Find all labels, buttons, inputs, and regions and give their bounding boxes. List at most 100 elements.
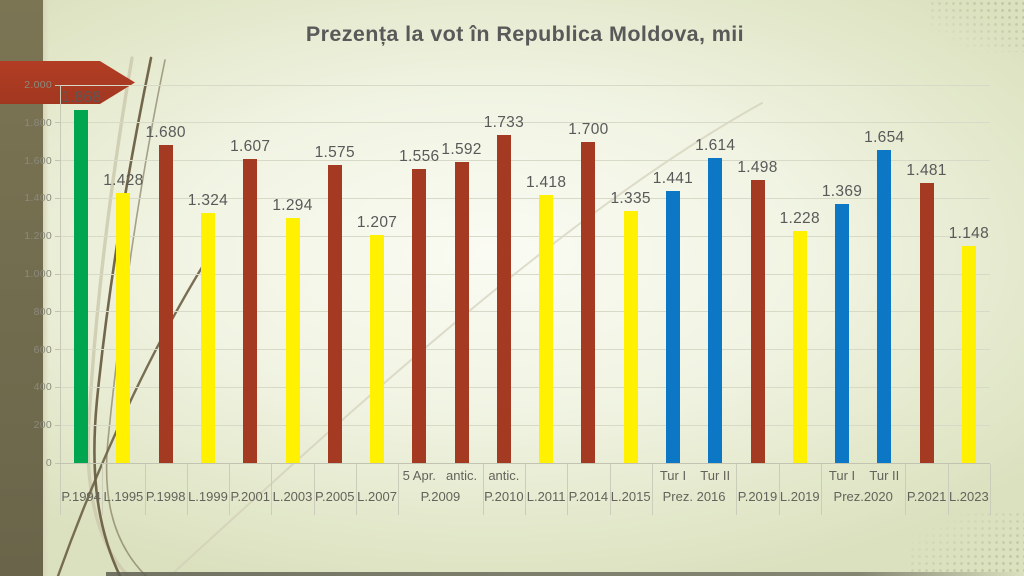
- x-axis-sub-label: Tur II: [869, 468, 900, 483]
- x-axis-sub-label: Tur II: [700, 468, 731, 483]
- x-axis-group-label: L.2007: [357, 489, 397, 504]
- category-separator: [271, 464, 273, 515]
- gridline: [60, 122, 990, 124]
- y-axis-tick: [55, 197, 60, 199]
- bar-Prez.2020-TurI[interactable]: [835, 204, 850, 463]
- gridline: [60, 349, 990, 351]
- category-separator: [778, 464, 780, 515]
- category-separator: [144, 464, 146, 515]
- bar-P.1994[interactable]: [74, 109, 89, 463]
- bar-L.2019[interactable]: [792, 230, 807, 463]
- gridline: [60, 235, 990, 237]
- y-axis-tick-label: 1.000: [24, 268, 52, 280]
- y-axis-tick-label: 400: [33, 381, 52, 394]
- category-separator: [60, 464, 61, 515]
- category-separator: [947, 464, 949, 515]
- gridline: [60, 273, 990, 275]
- y-axis-tick-label: 1.800: [24, 116, 52, 129]
- bar-value-label: 1.324: [187, 191, 229, 209]
- category-separator: [229, 464, 231, 515]
- category-separator: [398, 464, 400, 515]
- x-axis-group-label: P.1998: [145, 489, 186, 504]
- x-axis-sub-label: 5 Apr.: [402, 468, 436, 483]
- bar-P.2001[interactable]: [243, 159, 258, 463]
- x-axis-line: [60, 463, 990, 464]
- bar-L.1995[interactable]: [116, 193, 131, 463]
- bar-value-label: 1.607: [230, 138, 271, 156]
- y-axis-tick: [55, 235, 60, 237]
- y-axis-tick: [55, 462, 60, 464]
- bar-value-label: 1.228: [779, 209, 820, 227]
- bar-P.2019[interactable]: [750, 179, 765, 463]
- y-axis-tick-label: 1.600: [24, 154, 52, 167]
- bar-L.2015[interactable]: [623, 210, 638, 463]
- bar-L.1999[interactable]: [200, 212, 215, 463]
- x-axis-group-label: L.2015: [610, 489, 651, 504]
- x-axis-sub-label: Tur I: [659, 468, 687, 483]
- bar-value-label: 1.700: [568, 120, 609, 138]
- bar-value-label: 1.148: [948, 225, 989, 243]
- chart-title: Prezența la vot în Republica Moldova, mi…: [305, 22, 745, 46]
- x-axis-group-label: L.2003: [272, 489, 313, 504]
- x-axis-group-label: P.2014: [568, 489, 609, 504]
- bar-P.2009-antic[interactable]: [454, 162, 469, 463]
- y-axis-tick-label: 800: [33, 305, 52, 318]
- category-separator: [820, 464, 822, 515]
- gridline: [60, 84, 990, 86]
- bar-L.2007[interactable]: [370, 234, 385, 463]
- y-axis-tick-label: 1.200: [24, 230, 52, 243]
- bar-value-label: 1.556: [399, 147, 440, 165]
- x-axis-group-label: L.2023: [948, 489, 989, 504]
- bar-P.2021[interactable]: [919, 183, 934, 463]
- category-separator: [905, 464, 907, 515]
- x-axis-sub-label: antic.: [446, 468, 478, 483]
- x-axis-sub-label: antic.: [488, 468, 520, 483]
- bar-P.2009-5Apr[interactable]: [412, 168, 427, 463]
- bar-value-label: 1.654: [864, 129, 905, 147]
- bar-value-label: 1.498: [737, 158, 778, 176]
- y-axis-tick: [55, 273, 60, 275]
- bar-P.2005[interactable]: [327, 165, 342, 463]
- y-axis-tick: [55, 122, 60, 124]
- bar-Prez.2020-TurII[interactable]: [877, 150, 892, 463]
- bar-L.2011[interactable]: [539, 194, 554, 463]
- y-axis-tick-label: 2.000: [24, 79, 52, 91]
- category-separator: [736, 464, 738, 515]
- y-axis-tick-label: 0: [45, 457, 52, 469]
- x-axis-group-label: L.2011: [526, 489, 566, 504]
- bar-value-label: 1.575: [314, 144, 355, 162]
- bar-value-label: 1.428: [103, 172, 144, 190]
- category-separator: [609, 464, 611, 515]
- bar-value-label: 1.733: [483, 114, 524, 132]
- y-axis-tick: [55, 424, 60, 426]
- bar-Prez.2016-TurI[interactable]: [665, 190, 680, 463]
- bar-Prez.2016-TurII[interactable]: [708, 157, 723, 463]
- bar-value-label: 1.680: [145, 124, 186, 142]
- bar-value-label: 1.207: [356, 213, 398, 231]
- x-axis-group-label: Prez.2020: [833, 489, 893, 504]
- x-axis-group-label: P.2001: [230, 489, 270, 504]
- x-axis-group-label: L.1999: [188, 489, 228, 504]
- bar-P.2014[interactable]: [581, 141, 596, 463]
- bar-L.2003[interactable]: [285, 218, 300, 463]
- gridline: [60, 197, 990, 199]
- halftone-dots-bottom-right: [909, 511, 1024, 573]
- bar-value-label: 1.481: [906, 162, 947, 180]
- y-axis-tick-label: 1.400: [24, 192, 52, 205]
- gridline: [60, 386, 990, 388]
- bar-P.2010-antic[interactable]: [496, 135, 511, 463]
- bar-value-label: 1.592: [441, 141, 482, 159]
- category-separator: [186, 464, 188, 515]
- bar-L.2023[interactable]: [961, 246, 976, 463]
- x-axis-group-label: P.2021: [906, 489, 947, 504]
- bar-value-label: 1.441: [652, 169, 694, 187]
- y-axis-tick: [55, 386, 60, 388]
- gridline: [60, 160, 990, 162]
- category-separator: [313, 464, 315, 515]
- bar-P.1998[interactable]: [158, 145, 173, 463]
- category-separator: [525, 464, 526, 515]
- halftone-dots-top-right: [929, 0, 1024, 52]
- x-axis-group-label: P.2009: [420, 489, 461, 504]
